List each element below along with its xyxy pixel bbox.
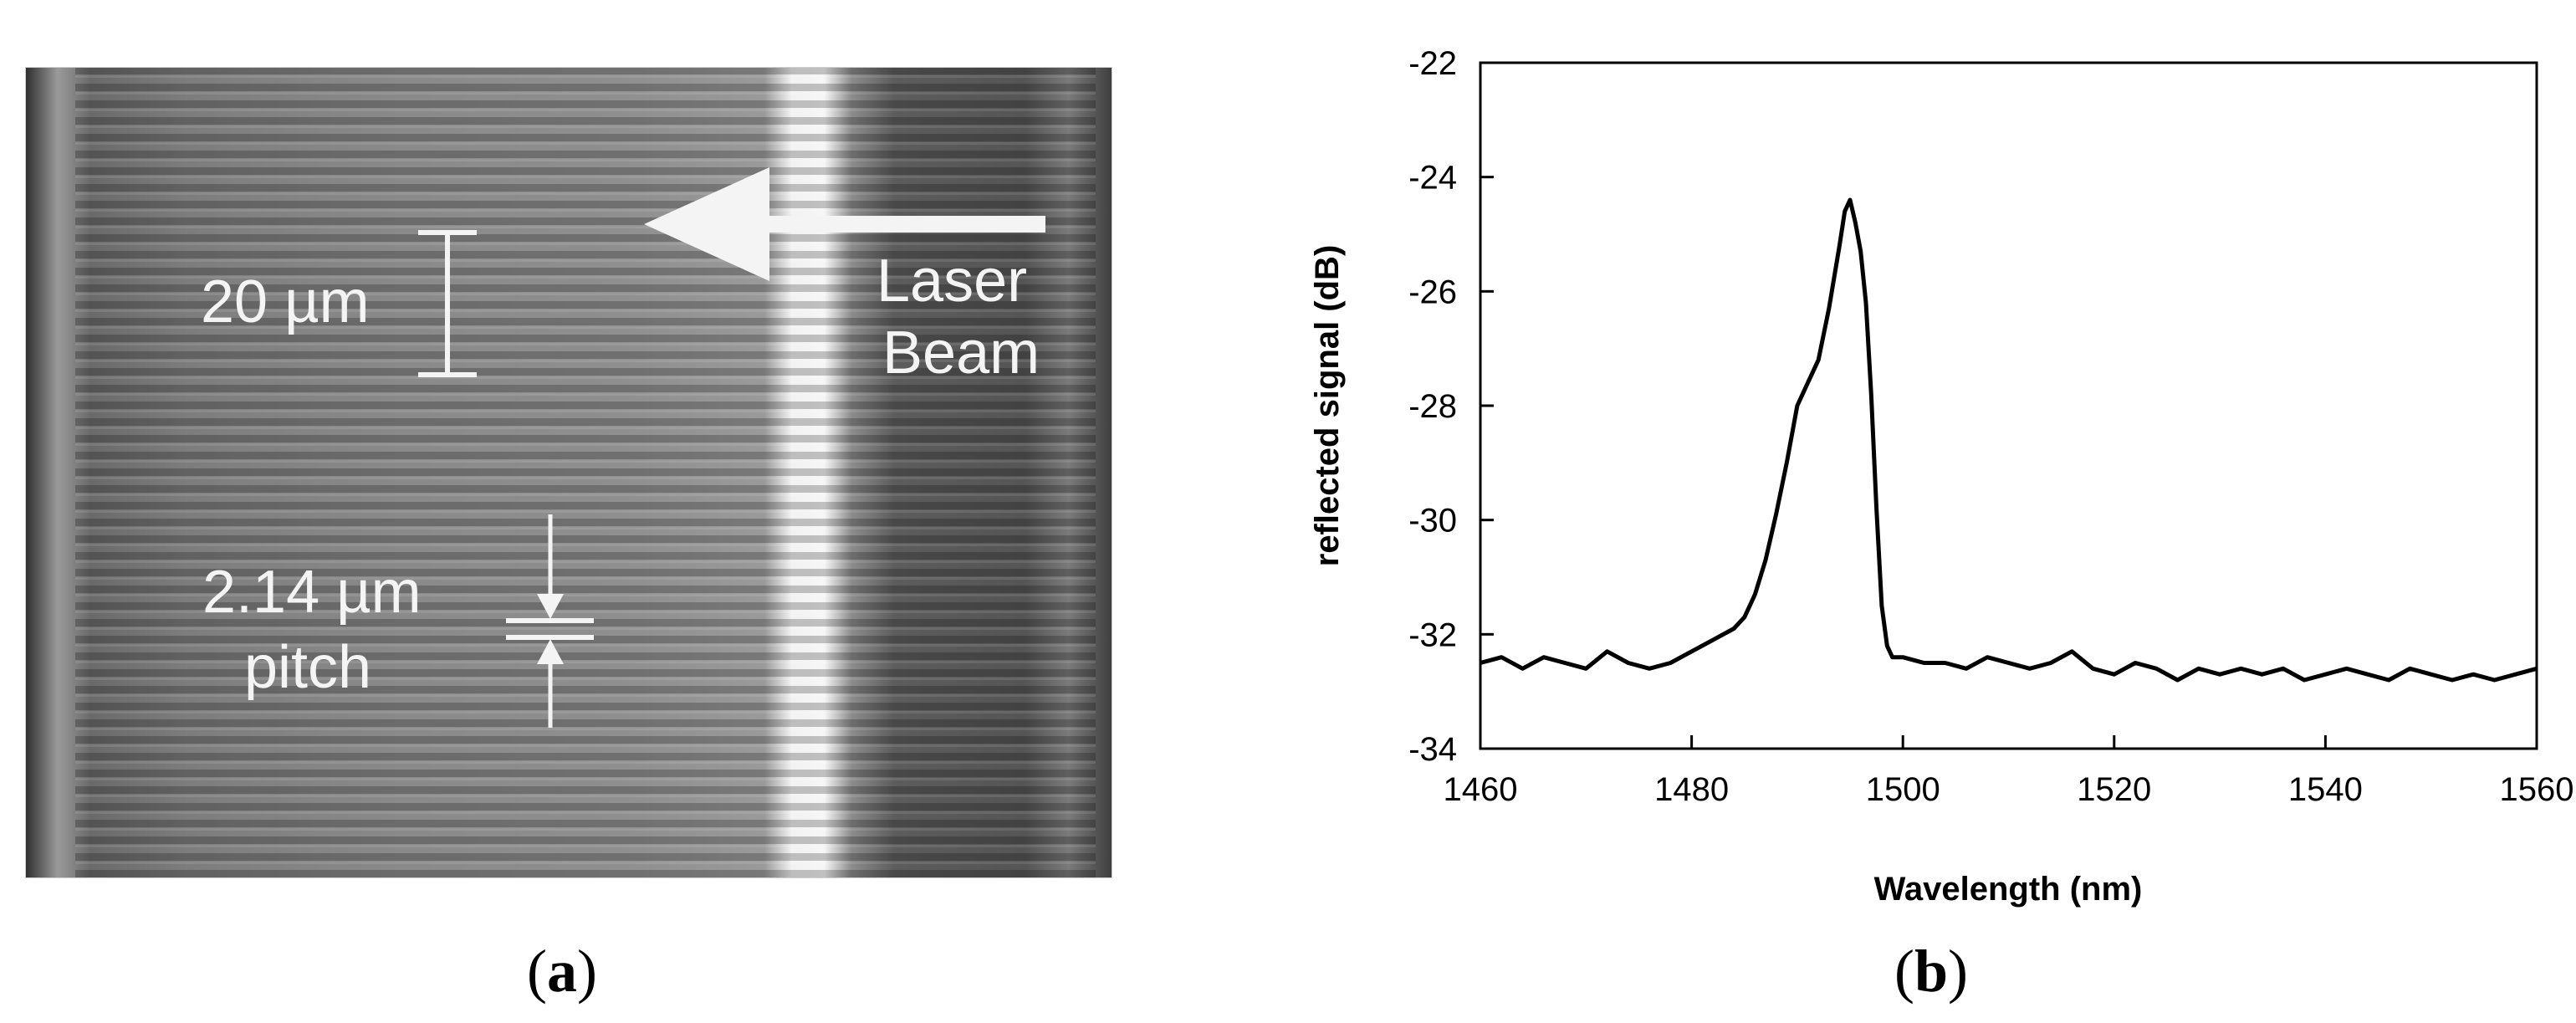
grating-micrograph: Laser Beam 20 µm 2.14 µm pitch xyxy=(25,67,1112,878)
panel-b-label: (b) xyxy=(1894,938,1969,1005)
y-axis-label: reflected signal (dB) xyxy=(1309,245,1346,567)
x-tick-label: 1520 xyxy=(2077,771,2151,808)
y-tick-label: -28 xyxy=(1408,388,1457,425)
x-tick-label: 1540 xyxy=(2288,771,2363,808)
y-tick-label: -30 xyxy=(1408,503,1457,540)
reflection-spectrum-chart: -22 -24 -26 -28 -30 -32 -34 1460 1480 1500 1520 15… xyxy=(1309,45,2574,908)
x-tick-label: 1500 xyxy=(1866,771,1940,808)
scale-bar xyxy=(418,230,477,377)
y-tick-label: -22 xyxy=(1408,45,1457,82)
laser-label-2: Beam xyxy=(882,320,1040,386)
x-tick-label: 1460 xyxy=(1444,771,1518,808)
y-tick-label: -32 xyxy=(1408,616,1457,653)
laser-arrow xyxy=(644,167,1045,281)
laser-label-1: Laser xyxy=(877,248,1027,315)
pitch-word-label: pitch xyxy=(244,634,371,701)
x-axis-label: Wavelength (nm) xyxy=(1874,871,2143,908)
x-tick-label: 1480 xyxy=(1654,771,1729,808)
pitch-marker xyxy=(506,514,594,728)
scale-bar-label: 20 µm xyxy=(201,269,370,335)
y-tick-label: -26 xyxy=(1408,274,1457,310)
panel-a-label: (a) xyxy=(527,938,597,1005)
plot-frame xyxy=(1479,61,2538,750)
pitch-value-label: 2.14 µm xyxy=(202,559,422,626)
series-line xyxy=(1480,197,2538,683)
y-tick-label: -24 xyxy=(1408,160,1457,197)
y-tick-label: -34 xyxy=(1408,731,1457,768)
x-tick-label: 1560 xyxy=(2500,771,2574,808)
